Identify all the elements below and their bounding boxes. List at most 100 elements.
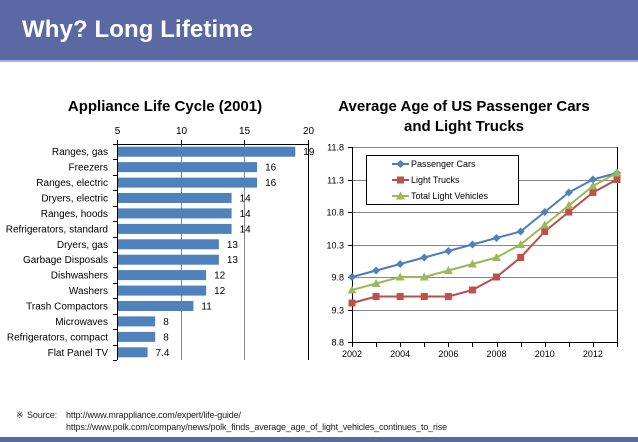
bottom-accent-bar xyxy=(0,437,638,442)
bar-value-label: 12 xyxy=(214,271,226,282)
data-point-square-marker xyxy=(493,273,501,281)
bar xyxy=(118,208,232,219)
bar-category-label: Dishwashers xyxy=(51,271,108,282)
bar xyxy=(118,301,194,311)
legend-box xyxy=(366,155,519,205)
data-point-triangle-marker xyxy=(612,168,622,177)
bar xyxy=(118,347,148,358)
bar-category-label: Ranges, electric xyxy=(36,178,108,189)
bar-value-label: 8 xyxy=(163,332,169,343)
data-point-triangle-marker xyxy=(419,272,429,281)
data-point-diamond-marker xyxy=(420,253,429,262)
line-chart-title-line-2: and Light Trucks xyxy=(403,118,524,135)
line-y-tick-label: 10.8 xyxy=(326,208,344,218)
line-x-tick-label: 2008 xyxy=(487,349,507,359)
bar xyxy=(118,223,232,234)
line-chart-legend: Passenger Cars Light Trucks Total Light Ve… xyxy=(366,155,519,205)
line-chart-title: Average Age of US Passenger Cars and Lig… xyxy=(314,97,614,137)
legend-diamond-icon xyxy=(396,160,405,168)
data-point-triangle-marker xyxy=(371,279,381,287)
bar-category-label: Washers xyxy=(69,286,108,297)
bar-category-label: Ranges, hoods xyxy=(41,209,108,220)
data-point-diamond-marker xyxy=(396,260,405,268)
line-x-tick-label: 2004 xyxy=(390,349,410,359)
data-point-diamond-marker xyxy=(492,234,501,242)
data-point-diamond-marker xyxy=(516,227,525,236)
bar-value-label: 16 xyxy=(265,163,277,174)
data-point-diamond-marker xyxy=(588,175,597,184)
bar xyxy=(118,162,258,173)
data-point-square-marker xyxy=(613,176,621,183)
average-vehicle-age-line-chart: 8.8 9.3 9.8 10.3 10.8 11.3 11.8 2002 2004 2006 200… xyxy=(326,143,622,359)
line-x-tick-label: 2010 xyxy=(535,349,555,359)
bar xyxy=(118,177,258,188)
source-url-appliance: http://www.mrappliance.com/expert/life-g… xyxy=(66,410,241,420)
legend-square-icon xyxy=(397,176,404,184)
data-point-square-marker xyxy=(420,293,428,300)
line-y-tick-label: 11.8 xyxy=(327,143,344,153)
data-point-diamond-marker xyxy=(564,188,573,197)
bar-x-tick-label: 15 xyxy=(239,126,251,137)
data-point-square-marker xyxy=(396,293,404,300)
bar xyxy=(118,331,156,342)
bar xyxy=(118,146,296,157)
bar-chart-title: Appliance Life Cycle (2001) xyxy=(67,98,263,115)
bar xyxy=(118,270,207,281)
line-y-tick-label: 11.3 xyxy=(327,176,344,186)
line-x-tick-label: 2006 xyxy=(438,349,458,359)
bar xyxy=(118,239,219,250)
bar-category-label: Ranges, gas xyxy=(52,147,108,158)
line-y-tick-label: 9.3 xyxy=(331,306,344,316)
legend-label: Passenger Cars xyxy=(411,159,476,169)
bar-category-label: Flat Panel TV xyxy=(48,348,109,359)
data-point-triangle-marker xyxy=(516,240,526,248)
bar-value-label: 13 xyxy=(227,240,239,251)
bar-category-label: Freezers xyxy=(69,163,108,174)
bar-category-label: Dryers, gas xyxy=(57,240,108,251)
data-point-triangle-marker xyxy=(588,181,598,190)
data-point-triangle-marker xyxy=(564,201,574,209)
reference-mark-icon: ※ xyxy=(16,410,24,420)
legend-label: Light Trucks xyxy=(411,175,460,185)
data-point-diamond-marker xyxy=(444,247,453,255)
data-point-square-marker xyxy=(541,228,549,235)
data-point-diamond-marker xyxy=(540,208,549,216)
data-point-triangle-marker xyxy=(443,266,453,274)
line-y-tick-label: 9.8 xyxy=(331,273,344,283)
bar-x-tick-label: 10 xyxy=(176,126,188,137)
data-point-square-marker xyxy=(589,189,597,196)
data-point-triangle-marker xyxy=(492,253,502,261)
line-x-tick-label: 2002 xyxy=(342,349,362,359)
line-y-tick-label: 10.3 xyxy=(326,241,344,251)
source-url-polk: https://www.polk.com/company/news/polk_f… xyxy=(66,422,447,432)
line-x-tick-label: 2012 xyxy=(583,349,603,359)
bar-category-label: Trash Compactors xyxy=(26,302,108,313)
data-point-triangle-marker xyxy=(540,220,550,229)
appliance-life-cycle-bar-chart: 5 10 15 20 19 Ranges, gas 16 Freezers 16 Ranges, … xyxy=(6,126,315,361)
line-chart-title-line-1: Average Age of US Passenger Cars xyxy=(338,98,590,115)
slide-header: Why? Long Lifetime xyxy=(0,0,638,62)
bar-category-label: Refrigerators, standard xyxy=(6,224,108,235)
data-point-triangle-marker xyxy=(347,285,357,294)
bar-x-tick-label: 5 xyxy=(115,126,121,137)
data-point-square-marker xyxy=(348,299,356,307)
data-point-diamond-marker xyxy=(372,266,381,275)
bar xyxy=(118,316,156,327)
data-point-square-marker xyxy=(468,286,476,294)
series-line-total-light-vehicles xyxy=(351,172,618,291)
bar-value-label: 16 xyxy=(265,178,277,189)
data-point-diamond-marker xyxy=(348,273,356,281)
data-point-square-marker xyxy=(444,293,452,300)
bar-category-label: Microwaves xyxy=(55,317,108,328)
bar-category-label: Refrigerators, compact xyxy=(7,332,108,343)
legend-triangle-icon xyxy=(396,191,405,200)
data-point-square-marker xyxy=(372,293,380,300)
bar-value-label: 7.4 xyxy=(156,348,170,359)
bar xyxy=(118,193,232,203)
bar xyxy=(118,285,207,296)
bar-value-label: 8 xyxy=(163,317,169,328)
data-point-triangle-marker xyxy=(395,272,405,281)
bar-value-label: 14 xyxy=(240,209,252,220)
slide-title: Why? Long Lifetime xyxy=(22,16,254,43)
